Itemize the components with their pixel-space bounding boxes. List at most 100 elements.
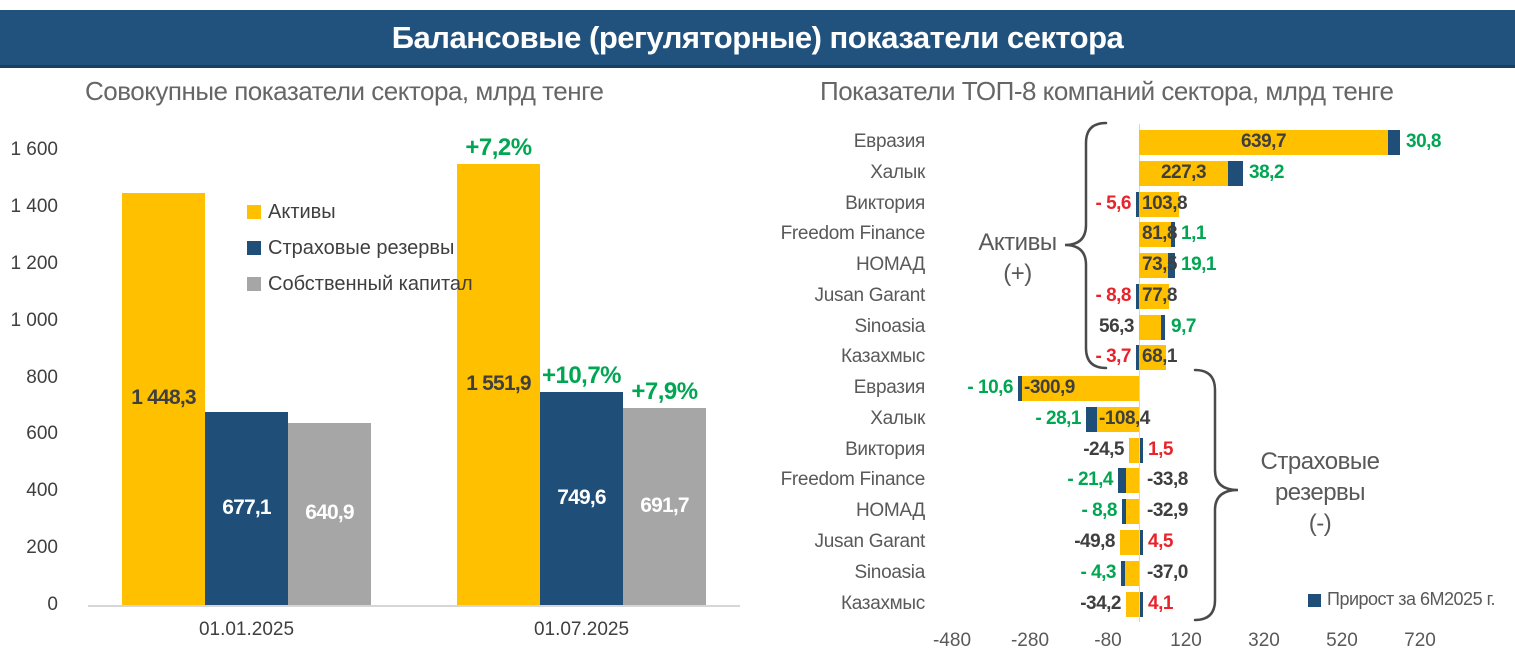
y-tick-label: 1 000 bbox=[10, 310, 58, 331]
value-label: 56,3 bbox=[1099, 316, 1134, 337]
left-chart-title: Совокупные показатели сектора, млрд тенг… bbox=[85, 76, 604, 106]
x-category-label: 01.07.2025 bbox=[533, 619, 630, 640]
company-label: Казахмыс bbox=[840, 346, 925, 367]
delta-segment bbox=[1171, 222, 1175, 247]
reserves-group-label-line3: (-) bbox=[1308, 510, 1332, 537]
x-tick-label: 720 bbox=[1404, 630, 1436, 651]
bar bbox=[1139, 222, 1171, 247]
company-label: НОМАД bbox=[856, 254, 925, 275]
value-label: -24,5 bbox=[1083, 439, 1124, 460]
assets-bracket bbox=[1064, 121, 1108, 370]
company-label: Jusan Garant bbox=[814, 531, 926, 552]
delta-label: 19,1 bbox=[1181, 254, 1216, 275]
delta-label: 9,7 bbox=[1171, 316, 1196, 337]
delta-label: - 3,7 bbox=[1095, 346, 1131, 367]
y-tick-label: 1 400 bbox=[10, 196, 58, 217]
delta-segment bbox=[1122, 499, 1126, 524]
delta-label: - 28,1 bbox=[1035, 408, 1081, 429]
bar-value-label: 1 448,3 bbox=[131, 386, 196, 409]
reserves-group-label-line2: резервы bbox=[1274, 479, 1366, 506]
delta-label: 4,5 bbox=[1148, 531, 1173, 552]
delta-label: 1,1 bbox=[1181, 223, 1206, 244]
bar bbox=[1126, 592, 1139, 617]
delta-segment bbox=[1388, 130, 1400, 155]
company-label: Freedom Finance bbox=[780, 469, 926, 490]
value-label: -37,0 bbox=[1147, 562, 1188, 583]
bar bbox=[1129, 438, 1139, 463]
bar bbox=[1022, 376, 1139, 401]
header-bar: Балансовые (регуляторные) показатели сек… bbox=[0, 10, 1515, 68]
growth-label: +10,7% bbox=[541, 362, 622, 389]
delta-segment bbox=[1118, 468, 1126, 493]
delta-segment bbox=[1018, 376, 1022, 401]
growth-legend-label: Прирост за 6М2025 г. bbox=[1327, 589, 1495, 609]
delta-label: 30,8 bbox=[1406, 131, 1441, 152]
delta-label: 4,1 bbox=[1148, 593, 1173, 614]
bar-value-label: 640,9 bbox=[305, 501, 354, 524]
delta-label: - 4,3 bbox=[1080, 562, 1116, 583]
delta-segment bbox=[1161, 315, 1165, 340]
company-label: Халык bbox=[870, 408, 925, 429]
company-label: Sinoasia bbox=[854, 316, 926, 337]
delta-segment bbox=[1121, 561, 1125, 586]
delta-label: - 8,8 bbox=[1081, 500, 1117, 521]
bar bbox=[1139, 253, 1168, 278]
assets-group-label-line1: Активы bbox=[978, 229, 1057, 256]
delta-segment bbox=[1136, 345, 1139, 370]
bar bbox=[122, 193, 205, 605]
bar bbox=[1139, 345, 1166, 370]
bar bbox=[1120, 530, 1139, 555]
assets-group-label-line2: (+) bbox=[1003, 260, 1032, 287]
bar-value-label: 677,1 bbox=[222, 496, 271, 519]
value-label: 639,7 bbox=[1240, 131, 1287, 152]
delta-segment bbox=[1168, 253, 1175, 278]
delta-label: - 10,6 bbox=[967, 377, 1013, 398]
company-label: Jusan Garant bbox=[814, 285, 926, 306]
bar-value-label: 1 551,9 bbox=[466, 372, 531, 395]
growth-legend-swatch bbox=[1308, 594, 1321, 607]
legend-swatch bbox=[247, 277, 261, 291]
bar bbox=[1139, 192, 1179, 217]
company-label: Казахмыс bbox=[840, 593, 925, 614]
x-tick-label: 520 bbox=[1326, 630, 1358, 651]
delta-label: 1,5 bbox=[1148, 439, 1173, 460]
x-category-label: 01.01.2025 bbox=[198, 619, 295, 640]
bar bbox=[1126, 499, 1139, 524]
delta-segment bbox=[1136, 192, 1139, 217]
y-tick-label: 600 bbox=[26, 423, 58, 444]
bar bbox=[540, 392, 623, 605]
bar bbox=[1125, 561, 1139, 586]
delta-label: - 21,4 bbox=[1067, 469, 1113, 490]
bar bbox=[1139, 130, 1388, 155]
y-tick-label: 0 bbox=[47, 594, 58, 615]
reserves-bracket bbox=[1193, 368, 1239, 622]
company-label: Freedom Finance bbox=[780, 223, 926, 244]
right-chart-title: Показатели ТОП-8 компаний сектора, млрд … bbox=[820, 76, 1394, 106]
x-tick-label: -280 bbox=[1010, 630, 1050, 651]
reserves-group-label-line1: Страховые bbox=[1260, 448, 1380, 475]
bar bbox=[1139, 284, 1169, 309]
right-axis-line bbox=[1139, 124, 1140, 622]
value-label: -108,4 bbox=[1099, 408, 1150, 429]
company-label: Виктория bbox=[845, 439, 925, 460]
legend-label: Страховые резервы bbox=[268, 237, 455, 259]
y-tick-label: 200 bbox=[26, 537, 58, 558]
value-label: 68,1 bbox=[1142, 346, 1177, 367]
bar bbox=[1139, 315, 1161, 340]
company-label: Халык bbox=[870, 162, 925, 183]
x-tick-label: 320 bbox=[1248, 630, 1280, 651]
bar-value-label: 749,6 bbox=[557, 486, 606, 509]
y-tick-label: 1 600 bbox=[10, 139, 58, 160]
x-tick-label: 120 bbox=[1170, 630, 1202, 651]
bar bbox=[205, 412, 288, 605]
y-tick-label: 800 bbox=[26, 367, 58, 388]
value-label: 77,8 bbox=[1142, 285, 1177, 306]
page-title: Балансовые (регуляторные) показатели сек… bbox=[391, 20, 1124, 55]
x-axis-line bbox=[88, 605, 740, 607]
delta-segment bbox=[1136, 284, 1139, 309]
value-label: -300,9 bbox=[1024, 377, 1075, 398]
x-tick-label: -80 bbox=[1094, 630, 1122, 651]
value-label: -32,9 bbox=[1147, 500, 1188, 521]
bar bbox=[623, 408, 706, 605]
